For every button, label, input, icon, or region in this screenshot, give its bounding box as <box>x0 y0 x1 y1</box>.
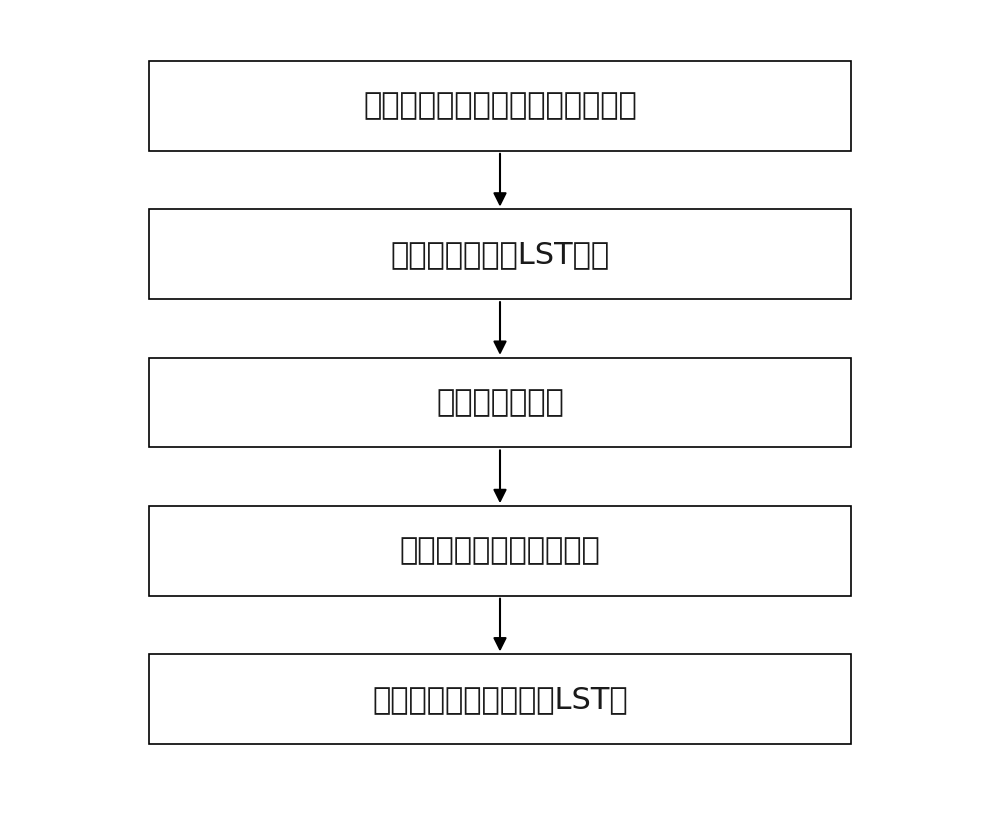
Bar <box>149 210 851 299</box>
Text: 层叠外部电路层: 层叠外部电路层 <box>436 388 564 417</box>
Text: 形成内部电路层（空腔电路图案）: 形成内部电路层（空腔电路图案） <box>363 92 637 120</box>
Text: 去除绝缘层、金属层和LST层: 去除绝缘层、金属层和LST层 <box>372 685 628 714</box>
Bar <box>149 61 851 151</box>
Bar <box>149 358 851 447</box>
Text: 形成激光阻挡（LST）层: 形成激光阻挡（LST）层 <box>390 240 610 269</box>
Text: 进行空腔加工（激光钻）: 进行空腔加工（激光钻） <box>400 537 600 565</box>
Bar <box>149 654 851 744</box>
Bar <box>149 506 851 596</box>
